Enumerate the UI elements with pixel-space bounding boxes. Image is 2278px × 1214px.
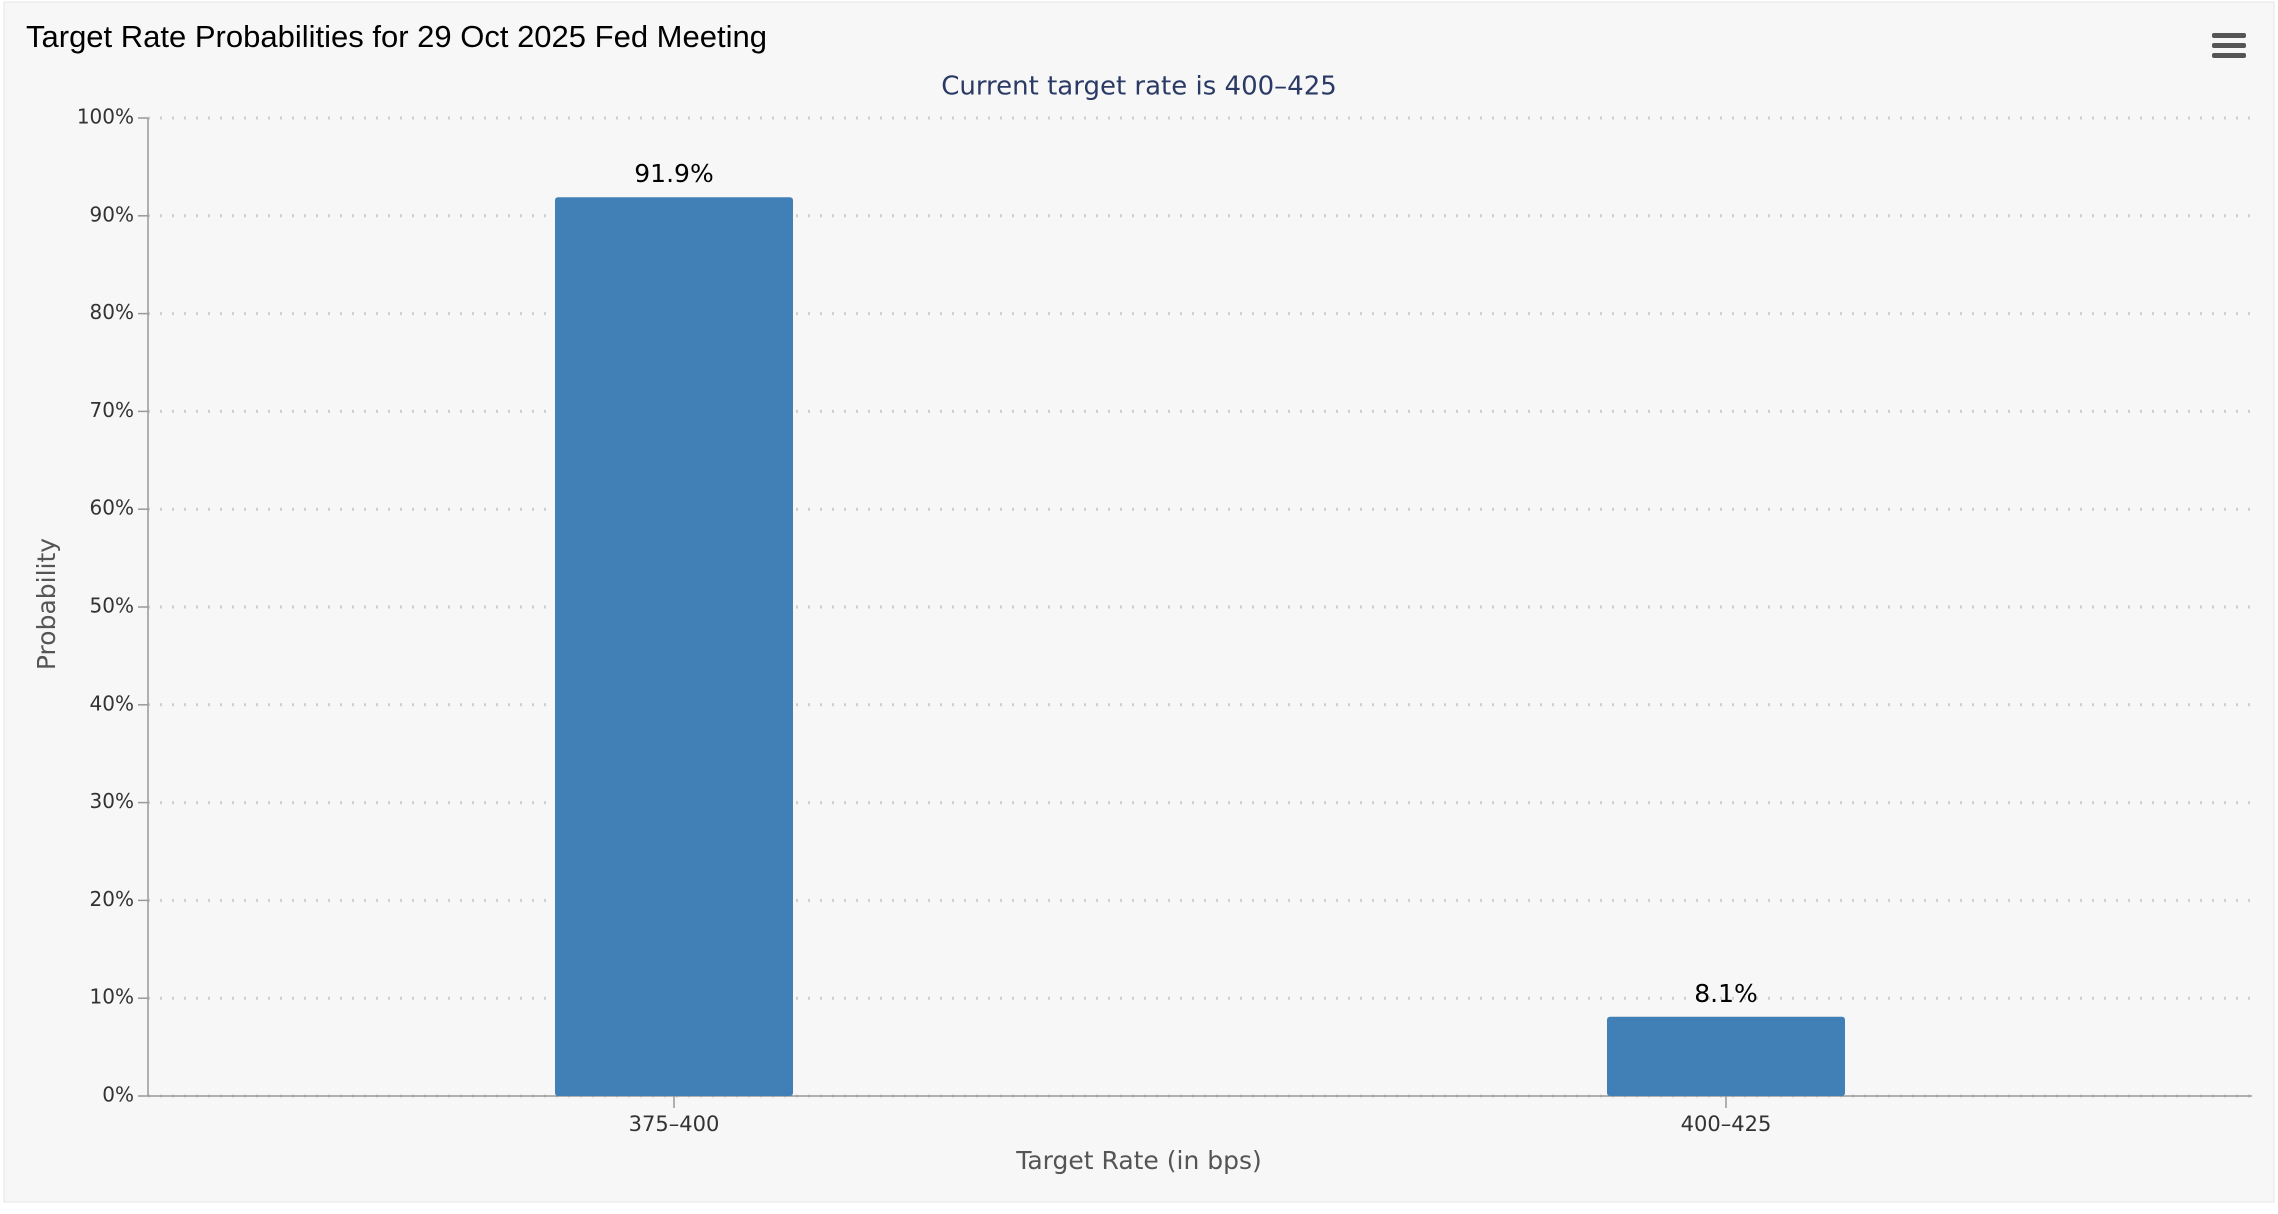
y-axis-title: Probability <box>32 538 61 670</box>
y-tick-label: 70% <box>90 398 134 422</box>
y-tick-label: 100% <box>77 105 134 129</box>
menu-button[interactable] <box>2212 33 2246 58</box>
bar <box>555 197 793 1096</box>
menu-bar <box>2212 33 2246 38</box>
y-tick-label: 60% <box>90 496 134 520</box>
menu-bar <box>2212 53 2246 58</box>
x-axis-title: Target Rate (in bps) <box>1015 1146 1262 1175</box>
chart-title: Target Rate Probabilities for 29 Oct 202… <box>26 19 767 54</box>
bar <box>1607 1016 1845 1096</box>
y-tick-label: 40% <box>90 691 134 715</box>
y-tick-label: 20% <box>90 887 134 911</box>
data-label: 91.9% <box>634 159 713 188</box>
y-tick-label: 30% <box>90 789 134 813</box>
y-tick-label: 10% <box>90 985 134 1009</box>
x-tick-label: 375–400 <box>629 1112 720 1136</box>
data-label: 8.1% <box>1694 979 1758 1008</box>
menu-bar <box>2212 43 2246 48</box>
y-tick-label: 80% <box>90 300 134 324</box>
y-tick-label: 90% <box>90 202 134 226</box>
x-tick-label: 400–425 <box>1681 1112 1772 1136</box>
y-tick-label: 0% <box>102 1083 134 1107</box>
chart-subtitle: Current target rate is 400–425 <box>941 72 1337 102</box>
y-tick-label: 50% <box>90 594 134 618</box>
chart-background <box>3 1 2275 1203</box>
